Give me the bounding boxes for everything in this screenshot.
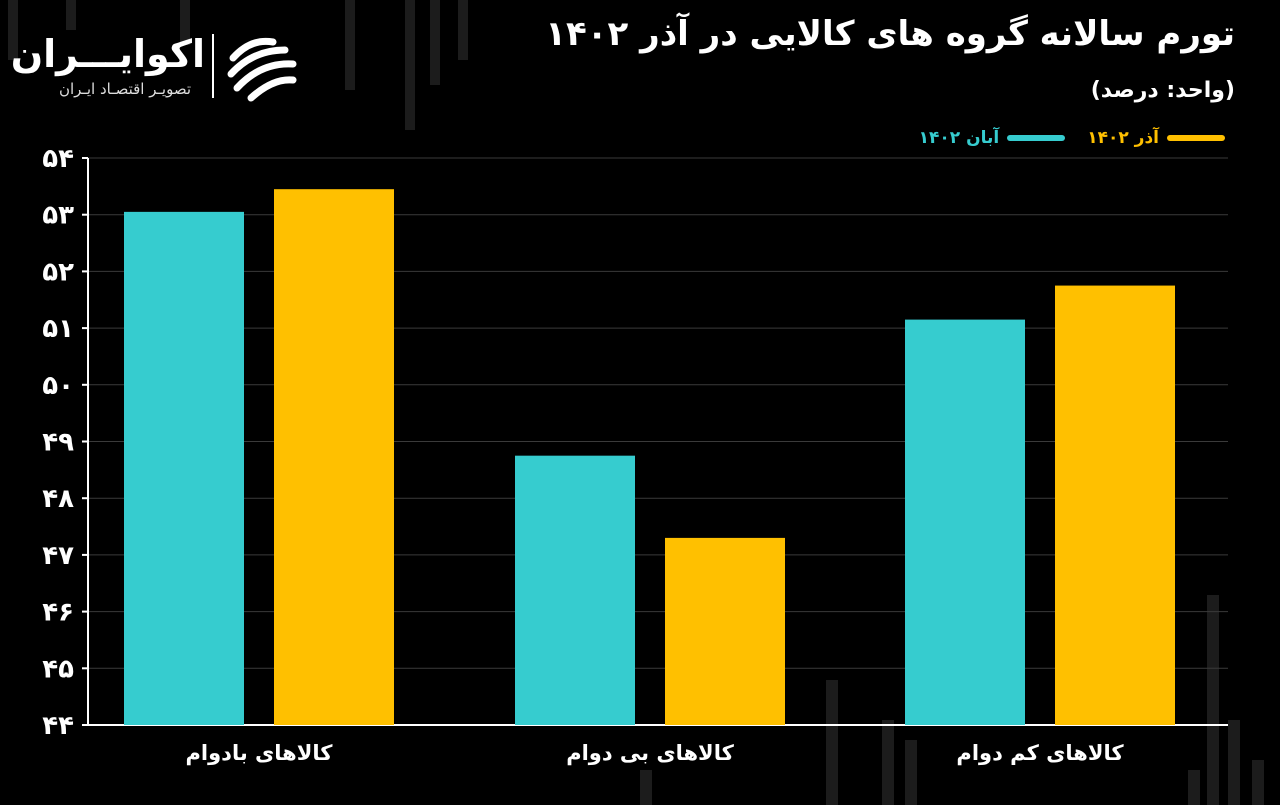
legend-swatch-aban [1007,135,1066,141]
legend-item-aban: آبان ۱۴۰۲ [919,128,1066,148]
y-tick-label: ۵۱ [42,314,74,344]
brand-divider [212,34,214,98]
y-tick-label: ۴۴ [42,711,74,741]
x-category-label: کالاهای بادوام [186,741,334,765]
x-category-label: کالاهای بی دوام [566,741,734,765]
bar-azar [1055,285,1175,725]
y-tick-label: ۵۰ [42,371,74,401]
legend-item-azar: آذر ۱۴۰۲ [1087,128,1225,148]
brand: اکوایـــران تصویـر اقتصـاد ایـران [10,32,305,107]
bar-azar [665,537,785,725]
bar-aban [124,211,244,726]
bar-aban [905,319,1025,725]
chart-unit: (واحد: درصد) [1090,78,1235,103]
y-tick-label: ۵۳ [42,201,74,231]
y-tick-label: ۵۴ [42,144,74,174]
bar-azar [274,189,394,725]
y-tick-label: ۴۶ [42,598,74,628]
y-tick-label: ۴۸ [42,484,74,514]
legend-label-aban: آبان ۱۴۰۲ [918,128,1000,148]
brand-logo-icon [227,37,297,102]
brand-tagline: تصویـر اقتصـاد ایـران [58,80,192,98]
y-tick-label: ۴۹ [42,428,74,458]
y-tick-label: ۴۵ [42,654,74,684]
chart-title: تورم سالانه گروه های کالایی در آذر ۱۴۰۲ [545,14,1235,54]
legend: آذر ۱۴۰۲ آبان ۱۴۰۲ [919,126,1225,150]
legend-label-azar: آذر ۱۴۰۲ [1087,128,1159,148]
legend-swatch-azar [1167,135,1225,141]
x-category-label: کالاهای کم دوام [956,741,1124,765]
y-tick-label: ۵۲ [42,257,74,287]
y-tick-label: ۴۷ [42,541,74,571]
bar-aban [515,455,635,725]
brand-name: اکوایـــران [10,32,205,76]
